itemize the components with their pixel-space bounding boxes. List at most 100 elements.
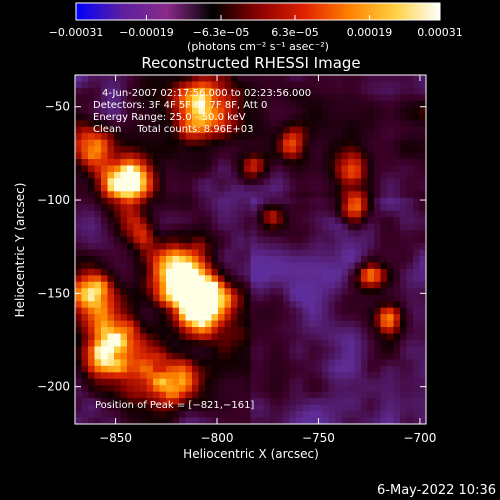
heatmap-cell: [114, 223, 121, 231]
heatmap-cell: [166, 249, 173, 257]
heatmap-cell: [159, 378, 167, 386]
heatmap-cell: [101, 288, 108, 296]
heatmap-cell: [192, 120, 199, 127]
heatmap-cell: [276, 268, 284, 276]
heatmap-cell: [393, 146, 401, 153]
heatmap-cell: [101, 339, 108, 347]
heatmap-cell: [380, 126, 388, 134]
heatmap-cell: [192, 191, 199, 199]
heatmap-cell: [387, 133, 394, 140]
heatmap-cell: [244, 249, 251, 257]
heatmap-cell: [335, 152, 342, 160]
colorbar: [75, 2, 441, 21]
heatmap-cell: [237, 417, 245, 425]
heatmap-cell: [374, 281, 381, 289]
heatmap-cell: [244, 126, 251, 134]
heatmap-cell: [120, 365, 128, 373]
heatmap-cell: [335, 378, 342, 386]
heatmap-cell: [140, 417, 147, 425]
heatmap-cell: [400, 113, 407, 121]
heatmap-cell: [302, 307, 310, 315]
heatmap-cell: [309, 100, 316, 108]
heatmap-cell: [88, 100, 95, 108]
heatmap-cell: [205, 333, 212, 341]
heatmap-cell: [296, 165, 303, 173]
heatmap-cell: [328, 314, 336, 321]
heatmap-cell: [406, 372, 414, 380]
heatmap-cell: [218, 385, 225, 392]
heatmap-cell: [172, 113, 180, 121]
heatmap-cell: [127, 352, 134, 360]
heatmap-cell: [270, 243, 277, 250]
heatmap-cell: [354, 223, 362, 231]
heatmap-cell: [224, 255, 232, 263]
heatmap-cell: [257, 139, 264, 147]
heatmap-cell: [257, 262, 264, 270]
heatmap-cell: [348, 146, 355, 153]
heatmap-cell: [276, 307, 284, 315]
heatmap-cell: [263, 339, 271, 347]
heatmap-cell: [198, 327, 206, 334]
heatmap-cell: [348, 417, 355, 425]
heatmap-cell: [127, 255, 134, 263]
heatmap-cell: [75, 365, 82, 373]
heatmap-cell: [322, 133, 329, 140]
heatmap-cell: [120, 398, 128, 405]
heatmap-cell: [244, 120, 251, 127]
heatmap-cell: [244, 210, 251, 218]
heatmap-cell: [328, 352, 336, 360]
heatmap-cell: [81, 217, 89, 224]
heatmap-cell: [185, 191, 193, 199]
heatmap-cell: [88, 255, 95, 263]
heatmap-cell: [133, 191, 141, 199]
heatmap-cell: [224, 346, 232, 354]
heatmap-cell: [101, 333, 108, 341]
heatmap-cell: [127, 165, 134, 173]
heatmap-cell: [107, 255, 115, 263]
heatmap-cell: [380, 346, 388, 354]
heatmap-cell: [198, 333, 206, 341]
heatmap-cell: [406, 307, 414, 315]
heatmap-cell: [302, 378, 310, 386]
heatmap-cell: [237, 281, 245, 289]
heatmap-cell: [205, 223, 212, 231]
heatmap-cell: [413, 210, 420, 218]
heatmap-cell: [179, 230, 186, 237]
heatmap-cell: [283, 314, 290, 321]
heatmap-cell: [81, 204, 89, 212]
heatmap-cell: [94, 385, 102, 392]
heatmap-cell: [237, 184, 245, 192]
heatmap-cell: [224, 301, 232, 308]
heatmap-cell: [75, 268, 82, 276]
heatmap-cell: [406, 301, 414, 308]
heatmap-cell: [289, 100, 297, 108]
heatmap-cell: [270, 268, 277, 276]
heatmap-cell: [133, 391, 141, 399]
heatmap-cell: [270, 365, 277, 373]
heatmap-cell: [413, 294, 420, 302]
heatmap-cell: [172, 133, 180, 140]
heatmap-cell: [244, 191, 251, 199]
heatmap-cell: [140, 159, 147, 166]
heatmap-cell: [387, 294, 394, 302]
heatmap-cell: [276, 391, 284, 399]
heatmap-cell: [94, 223, 102, 231]
heatmap-cell: [296, 391, 303, 399]
heatmap-cell: [380, 385, 388, 392]
heatmap-cell: [114, 113, 121, 121]
heatmap-cell: [283, 372, 290, 380]
heatmap-cell: [406, 133, 414, 140]
heatmap-cell: [153, 352, 160, 360]
heatmap-cell: [413, 391, 420, 399]
heatmap-cell: [387, 391, 394, 399]
heatmap-cell: [406, 275, 414, 283]
heatmap-cell: [374, 197, 381, 205]
heatmap-cell: [354, 230, 362, 237]
heatmap-cell: [250, 159, 258, 166]
heatmap-cell: [283, 249, 290, 257]
heatmap-cell: [101, 255, 108, 263]
heatmap-cell: [374, 288, 381, 296]
heatmap-cell: [250, 191, 258, 199]
heatmap-cell: [218, 100, 225, 108]
heatmap-cell: [140, 314, 147, 321]
